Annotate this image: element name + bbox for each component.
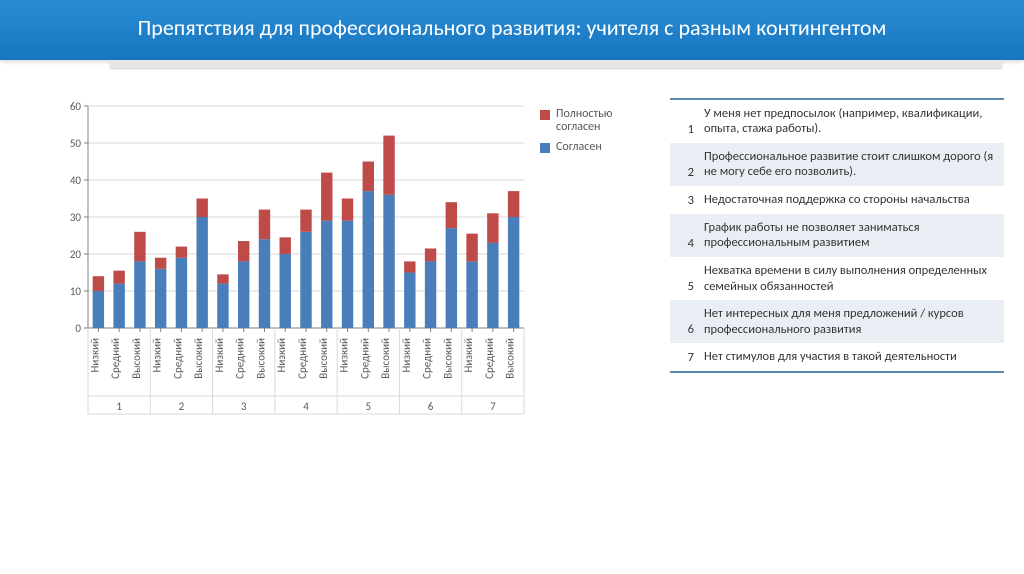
table-row: 2Профессиональное развитие стоит слишком… <box>670 143 1004 186</box>
table-row: 1У меня нет предпосылок (например, квали… <box>670 99 1004 143</box>
svg-text:6: 6 <box>428 400 434 413</box>
chart-container: 0 10 20 30 40 50 60 Низкий Средний Высокий 1 Низкий… <box>60 98 530 458</box>
table-row: 3Недостаточная поддержка со стороны нача… <box>670 186 1004 214</box>
chart-legend: Полностью согласен Согласен <box>540 108 646 161</box>
barriers-table: 1У меня нет предпосылок (например, квали… <box>670 98 1004 374</box>
svg-text:20: 20 <box>70 248 82 261</box>
legend-label: Согласен <box>556 141 602 155</box>
row-number: 7 <box>670 343 700 372</box>
row-number: 4 <box>670 214 700 257</box>
svg-text:Средний: Средний <box>483 337 496 378</box>
svg-text:50: 50 <box>70 137 82 150</box>
svg-text:Высокий: Высокий <box>192 337 205 378</box>
row-number: 6 <box>670 300 700 343</box>
legend-table: 1У меня нет предпосылок (например, квали… <box>670 98 1004 458</box>
svg-text:0: 0 <box>75 322 81 335</box>
svg-text:Средний: Средний <box>296 337 309 378</box>
svg-text:Низкий: Низкий <box>213 337 226 371</box>
svg-text:5: 5 <box>365 400 371 413</box>
svg-text:30: 30 <box>70 211 82 224</box>
table-row: 6Нет интересных для меня предложений / к… <box>670 300 1004 343</box>
svg-text:Низкий: Низкий <box>151 337 164 371</box>
svg-text:60: 60 <box>70 100 82 113</box>
legend-item: Согласен <box>540 141 646 155</box>
svg-text:Высокий: Высокий <box>317 337 330 378</box>
table-row: 4График работы не позволяет заниматься п… <box>670 214 1004 257</box>
svg-text:Средний: Средний <box>109 337 122 378</box>
row-text: Нет стимулов для участия в такой деятель… <box>700 343 1004 372</box>
row-number: 3 <box>670 186 700 214</box>
row-text: У меня нет предпосылок (например, квалиф… <box>700 99 1004 143</box>
svg-text:Высокий: Высокий <box>441 337 454 378</box>
svg-text:10: 10 <box>70 285 82 298</box>
svg-text:Средний: Средний <box>421 337 434 378</box>
svg-text:2: 2 <box>179 400 185 413</box>
svg-text:3: 3 <box>241 400 247 413</box>
svg-text:40: 40 <box>70 174 82 187</box>
svg-text:7: 7 <box>490 400 496 413</box>
row-number: 5 <box>670 257 700 300</box>
svg-text:Средний: Средний <box>358 337 371 378</box>
svg-text:Низкий: Низкий <box>338 337 351 371</box>
svg-text:Высокий: Высокий <box>254 337 267 378</box>
barriers-chart: 0 10 20 30 40 50 60 Низкий Средний Высокий 1 Низкий… <box>60 98 530 458</box>
svg-text:Средний: Средний <box>234 337 247 378</box>
page-title: Препятствия для профессионального развит… <box>0 0 1024 60</box>
content-area: 0 10 20 30 40 50 60 Низкий Средний Высокий 1 Низкий… <box>0 68 1024 458</box>
svg-text:Высокий: Высокий <box>379 337 392 378</box>
svg-text:Высокий: Высокий <box>504 337 517 378</box>
page-title-text: Препятствия для профессионального развит… <box>138 14 887 41</box>
row-number: 1 <box>670 99 700 143</box>
svg-text:Высокий: Высокий <box>130 337 143 378</box>
row-text: Профессиональное развитие стоит слишком … <box>700 143 1004 186</box>
row-text: Нехватка времени в силу выполнения опред… <box>700 257 1004 300</box>
svg-text:Низкий: Низкий <box>400 337 413 371</box>
table-row: 7Нет стимулов для участия в такой деятел… <box>670 343 1004 372</box>
svg-text:Средний: Средний <box>171 337 184 378</box>
row-text: Недостаточная поддержка со стороны начал… <box>700 186 1004 214</box>
svg-text:Низкий: Низкий <box>462 337 475 371</box>
legend-swatch <box>540 143 550 153</box>
svg-text:Низкий: Низкий <box>88 337 101 371</box>
header-underline <box>110 60 1002 68</box>
table-row: 5Нехватка времени в силу выполнения опре… <box>670 257 1004 300</box>
svg-text:4: 4 <box>303 400 309 413</box>
svg-text:Низкий: Низкий <box>275 337 288 371</box>
row-number: 2 <box>670 143 700 186</box>
legend-label: Полностью согласен <box>556 108 646 136</box>
svg-text:1: 1 <box>116 400 122 413</box>
legend-item: Полностью согласен <box>540 108 646 136</box>
row-text: Нет интересных для меня предложений / ку… <box>700 300 1004 343</box>
legend-swatch <box>540 110 550 120</box>
row-text: График работы не позволяет заниматься пр… <box>700 214 1004 257</box>
